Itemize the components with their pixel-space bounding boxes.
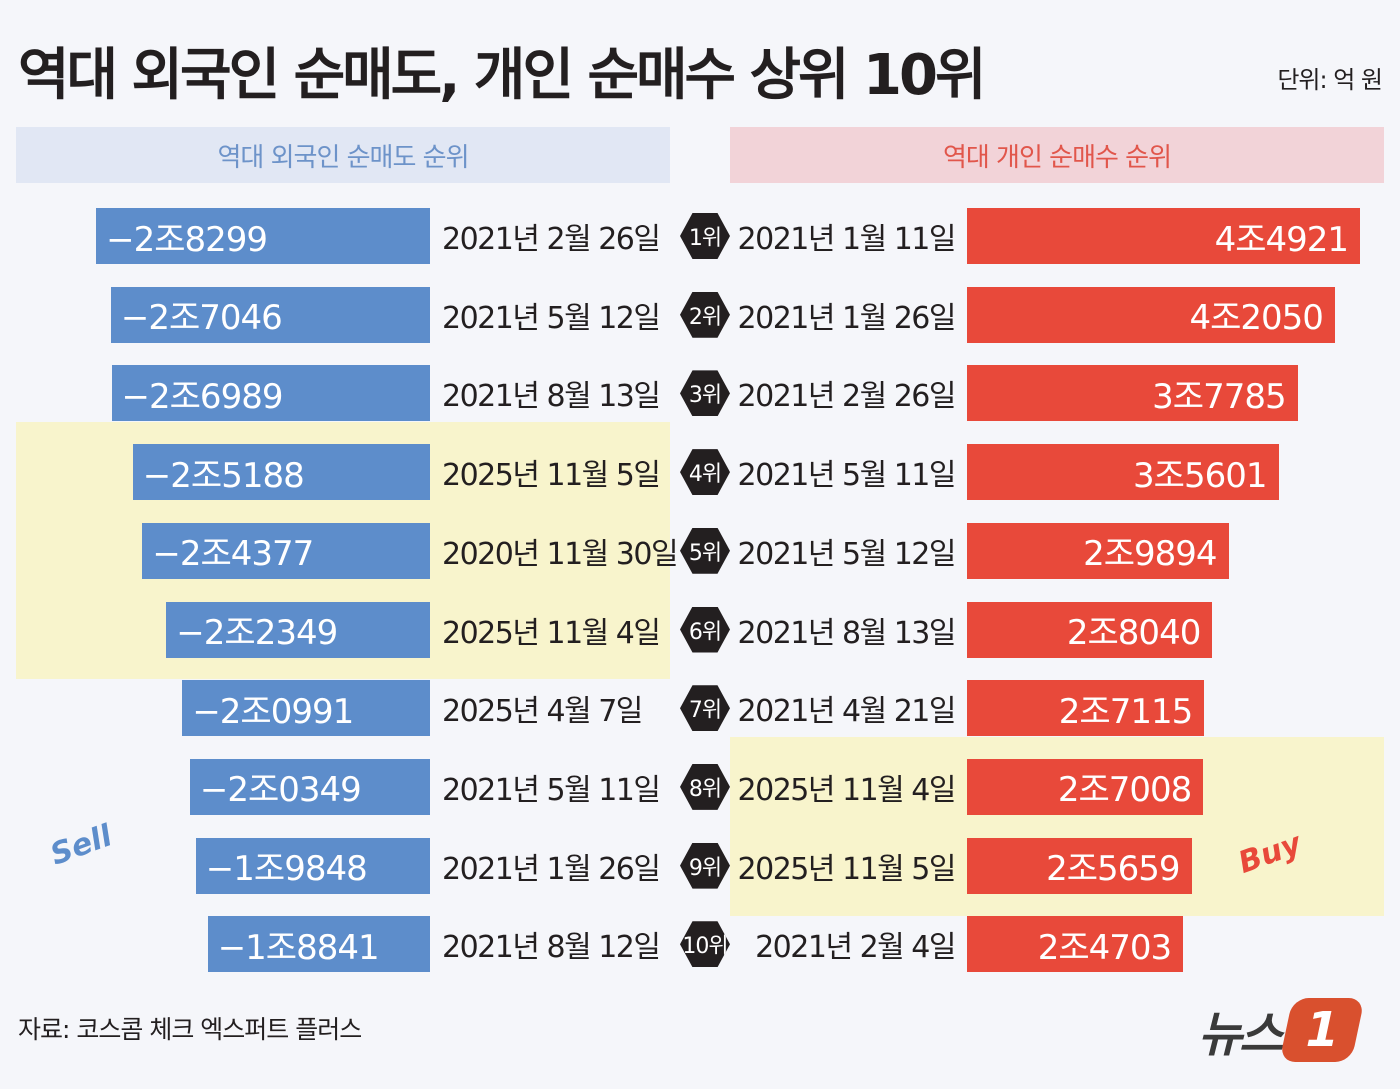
sell-date: 2025년 4월 7일 — [442, 694, 643, 730]
sell-bar: −2조0349 — [189, 758, 430, 815]
sell-bar: −1조9848 — [195, 837, 430, 894]
sell-date: 2025년 11월 5일 — [442, 458, 661, 494]
unit-label: 단위: 억 원 — [1277, 66, 1383, 94]
buy-date: 2021년 5월 11일 — [737, 458, 957, 494]
buy-date: 2021년 8월 13일 — [737, 615, 957, 651]
buy-bar: 2조7115 — [967, 680, 1205, 737]
buy-date: 2021년 1월 11일 — [737, 222, 957, 257]
rank-badge: 1위 — [680, 213, 730, 259]
sell-bar: −2조4377 — [142, 522, 430, 579]
rank-badge: 6위 — [680, 606, 730, 653]
sell-date: 2021년 2월 26일 — [442, 222, 661, 257]
sell-header: 역대 외국인 순매도 순위 — [16, 127, 670, 183]
rank-badge: 7위 — [680, 685, 730, 732]
logo-text: 뉴스 — [1198, 1007, 1283, 1063]
buy-bar: 2조7008 — [967, 758, 1204, 815]
sell-bar: −2조2349 — [166, 601, 430, 658]
rank-badge: 4위 — [680, 449, 730, 496]
rank-badge: 3위 — [680, 370, 730, 417]
buy-bar: 3조7785 — [967, 365, 1298, 422]
sell-bar: −2조7046 — [110, 286, 430, 343]
rank-badge: 8위 — [680, 763, 730, 810]
sell-date: 2021년 8월 12일 — [442, 930, 661, 966]
sell-bar: −2조0991 — [182, 680, 430, 737]
buy-date: 2021년 5월 12일 — [737, 536, 957, 572]
buy-date: 2021년 2월 4일 — [755, 930, 956, 966]
buy-bar: 4조2050 — [967, 286, 1335, 343]
buy-date: 2025년 11월 4일 — [737, 772, 957, 808]
buy-date: 2025년 11월 5일 — [737, 851, 957, 887]
rank-badge: 10위 — [680, 921, 730, 968]
buy-bar: 2조4703 — [967, 916, 1184, 973]
sell-date: 2021년 5월 11일 — [442, 772, 661, 808]
buy-bar: 4조4921 — [967, 208, 1361, 264]
buy-bar: 2조9894 — [967, 522, 1229, 579]
news1-logo: 뉴스 1 — [1198, 995, 1366, 1065]
buy-bar: 2조5659 — [967, 837, 1192, 894]
page-title: 역대 외국인 순매도, 개인 순매수 상위 10위 — [18, 43, 986, 108]
sell-bar: −1조8841 — [207, 916, 430, 973]
buy-date: 2021년 2월 26일 — [737, 379, 957, 415]
sell-date: 2021년 5월 12일 — [442, 300, 661, 336]
sell-date: 2021년 1월 26일 — [442, 851, 661, 887]
rank-badge: 9위 — [680, 842, 730, 889]
buy-date: 2021년 1월 26일 — [737, 300, 957, 336]
logo-mark: 1 — [1279, 998, 1366, 1062]
sell-date: 2020년 11월 30일 — [442, 536, 679, 572]
source-note: 자료: 코스콤 체크 엑스퍼트 플러스 — [18, 1015, 362, 1044]
sell-decoration: Sell — [45, 818, 117, 873]
buy-date: 2021년 4월 21일 — [737, 694, 957, 730]
sell-bar: −2조5188 — [132, 444, 430, 501]
sell-bar: −2조6989 — [111, 365, 430, 422]
sell-bar: −2조8299 — [96, 208, 430, 264]
buy-bar: 2조8040 — [967, 601, 1213, 658]
rank-badge: 5위 — [680, 527, 730, 574]
buy-header: 역대 개인 순매수 순위 — [730, 127, 1384, 183]
sell-date: 2025년 11월 4일 — [442, 615, 661, 651]
buy-bar: 3조5601 — [967, 444, 1279, 501]
sell-date: 2021년 8월 13일 — [442, 379, 661, 415]
rank-badge: 2위 — [680, 291, 730, 338]
